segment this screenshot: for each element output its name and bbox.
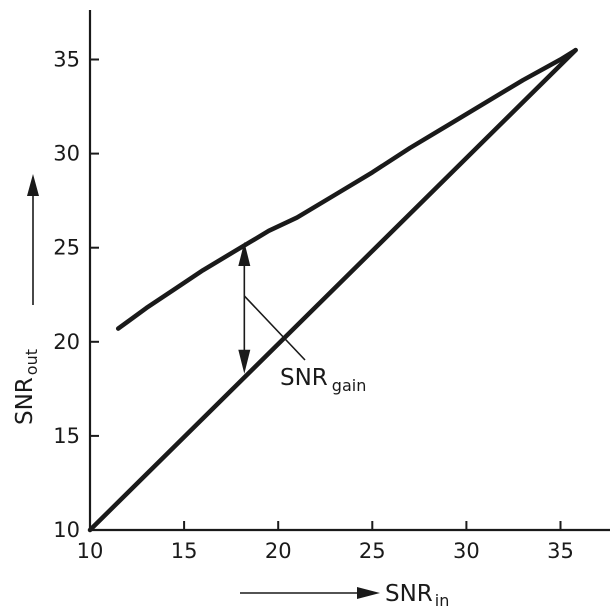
x-axis-title: SNR in	[240, 581, 449, 610]
y-ticks: 10 15 20 25 30 35	[53, 48, 99, 542]
series-line-2	[87, 47, 578, 533]
gain-annotation: SNR gain	[238, 242, 366, 395]
gain-arrow-head-top	[238, 242, 251, 267]
gain-label: SNR gain	[280, 365, 366, 395]
y-tick-label: 15	[53, 424, 80, 448]
series-layer	[87, 47, 578, 533]
y-axis: 10 15 20 25 30 35	[53, 10, 99, 542]
x-tick-label: 25	[359, 539, 386, 563]
x-title-arrow-head	[357, 587, 380, 599]
y-axis-title: SNRout	[12, 174, 41, 425]
x-ticks: 10 15 20 25 30 35	[77, 521, 574, 563]
x-tick-label: 10	[77, 539, 104, 563]
y-tick-label: 35	[53, 48, 80, 72]
x-tick-label: 35	[547, 539, 574, 563]
gain-leader-line	[243, 295, 306, 361]
gain-arrow-head-bottom	[238, 349, 251, 374]
y-tick-label: 30	[53, 142, 80, 166]
y-title-arrow-head	[27, 174, 39, 196]
x-tick-label: 30	[453, 539, 480, 563]
y-tick-label: 25	[53, 236, 80, 260]
x-axis: 10 15 20 25 30 35	[77, 521, 610, 563]
y-tick-label: 20	[53, 330, 80, 354]
x-axis-label: SNR in	[385, 581, 449, 610]
y-axis-label: SNRout	[12, 349, 41, 425]
series-line-1	[115, 47, 578, 331]
x-tick-label: 15	[171, 539, 198, 563]
y-tick-label: 10	[53, 518, 80, 542]
x-tick-label: 20	[265, 539, 292, 563]
